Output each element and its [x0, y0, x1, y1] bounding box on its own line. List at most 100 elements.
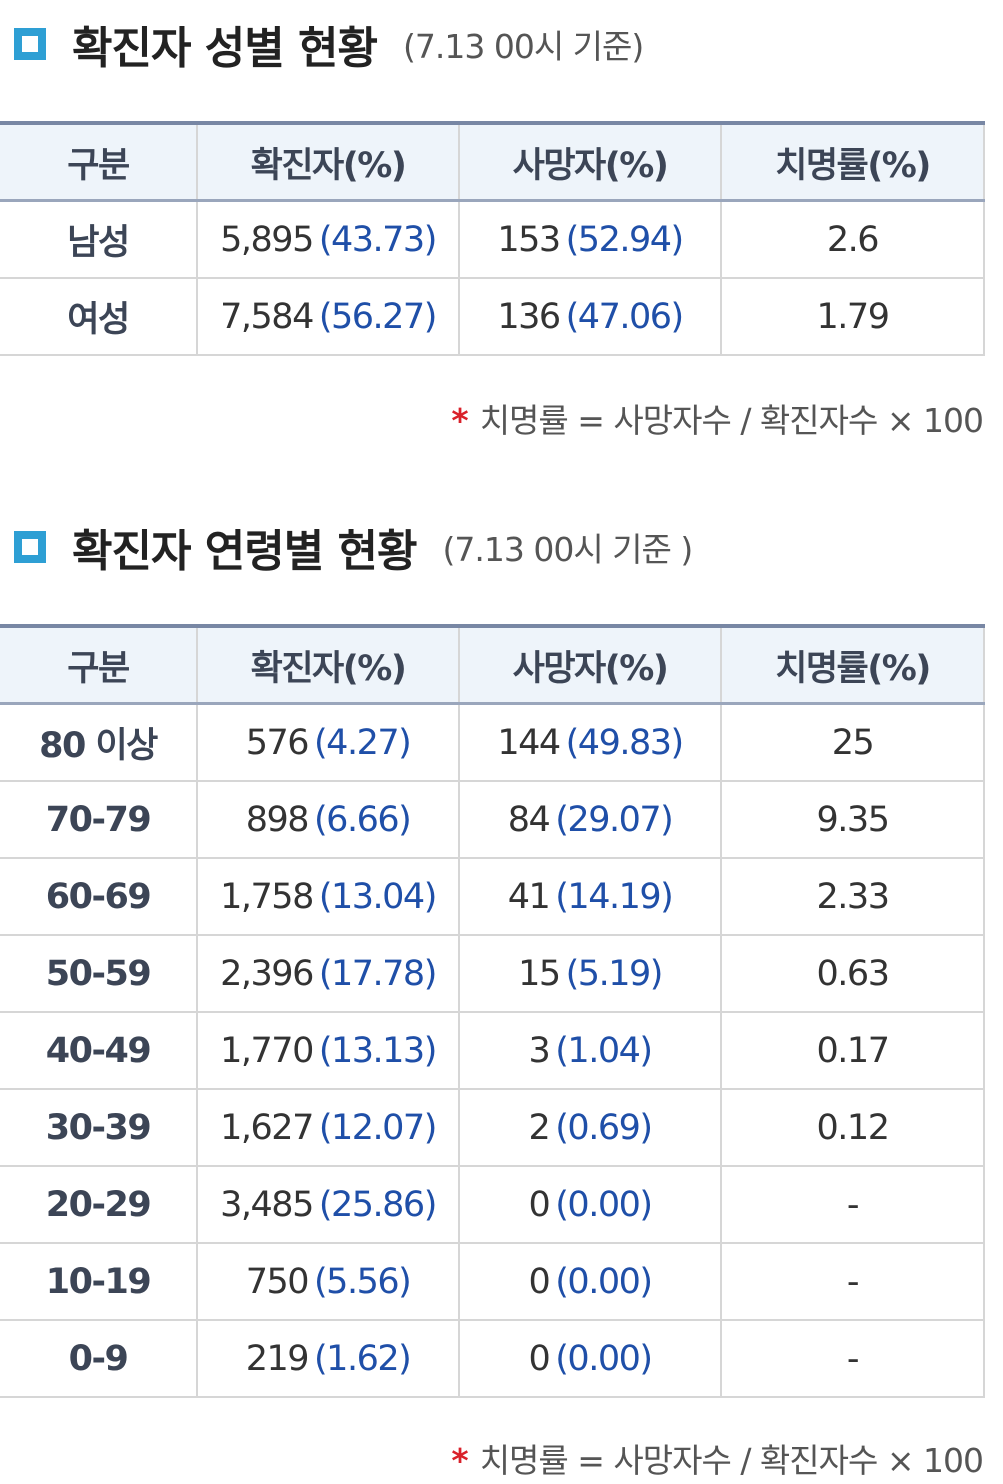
confirmed-count: 5,895 — [220, 219, 314, 260]
row-label: 60-69 — [0, 858, 198, 936]
deaths-cell: 3 (1.04) — [459, 1012, 722, 1090]
deaths-count: 0 — [528, 1338, 550, 1379]
fatality-cell: 0.12 — [721, 1089, 985, 1167]
age-section-title: 확진자 연령별 현황 (7.13 00시 기준 ) — [0, 517, 693, 577]
fatality-cell: - — [721, 1166, 985, 1244]
deaths-percent: (0.00) — [555, 1261, 653, 1302]
deaths-cell: 84 (29.07) — [459, 781, 722, 859]
column-header-fatality: 치명률(%) — [721, 121, 985, 202]
deaths-percent: (29.07) — [555, 799, 674, 840]
gender-footnote: * 치명률 = 사망자수 / 확진자수 × 100 — [451, 394, 984, 442]
confirmed-cell: 7,584 (56.27) — [197, 278, 460, 356]
column-header-confirmed: 확진자(%) — [197, 624, 460, 705]
confirmed-percent: (56.27) — [318, 296, 438, 337]
footnote-text: 치명률 = 사망자수 / 확진자수 × 100 — [479, 401, 984, 440]
deaths-count: 84 — [507, 799, 551, 840]
confirmed-count: 1,770 — [220, 1030, 314, 1071]
gender-section-title: 확진자 성별 현황 (7.13 00시 기준) — [0, 14, 644, 74]
age-table-header: 구분 확진자(%) 사망자(%) 치명률(%) — [0, 624, 985, 705]
footnote-asterisk: * — [451, 1441, 468, 1480]
deaths-cell: 153 (52.94) — [459, 200, 722, 279]
deaths-percent: (47.06) — [565, 296, 685, 337]
confirmed-cell: 2,396 (17.78) — [197, 935, 460, 1013]
deaths-count: 144 — [497, 722, 561, 763]
age-subtitle: (7.13 00시 기준 ) — [442, 530, 693, 569]
column-header-fatality: 치명률(%) — [721, 624, 985, 705]
confirmed-percent: (5.56) — [314, 1261, 412, 1302]
confirmed-count: 1,758 — [220, 876, 314, 917]
row-label: 남성 — [0, 200, 198, 279]
deaths-percent: (0.00) — [555, 1184, 653, 1225]
confirmed-count: 7,584 — [220, 296, 314, 337]
table-row: 30-39 1,627 (12.07) 2 (0.69) 0.12 — [0, 1089, 985, 1167]
table-row: 10-19 750 (5.56) 0 (0.00) - — [0, 1243, 985, 1321]
square-outline-icon — [14, 531, 46, 563]
deaths-cell: 0 (0.00) — [459, 1243, 722, 1321]
confirmed-percent: (43.73) — [318, 219, 438, 260]
fatality-cell: 2.6 — [721, 200, 985, 279]
confirmed-cell: 898 (6.66) — [197, 781, 460, 859]
table-row: 50-59 2,396 (17.78) 15 (5.19) 0.63 — [0, 935, 985, 1013]
deaths-percent: (52.94) — [565, 219, 685, 260]
footnote-text: 치명률 = 사망자수 / 확진자수 × 100 — [479, 1441, 984, 1480]
age-table: 구분 확진자(%) 사망자(%) 치명률(%) 80 이상 576 (4.27) … — [0, 624, 985, 1398]
deaths-count: 136 — [497, 296, 561, 337]
confirmed-cell: 750 (5.56) — [197, 1243, 460, 1321]
fatality-cell: 0.17 — [721, 1012, 985, 1090]
confirmed-count: 219 — [245, 1338, 310, 1379]
table-row: 70-79 898 (6.66) 84 (29.07) 9.35 — [0, 781, 985, 859]
column-header-deaths: 사망자(%) — [459, 624, 722, 705]
age-footnote: * 치명률 = 사망자수 / 확진자수 × 100 — [451, 1434, 984, 1482]
row-label: 40-49 — [0, 1012, 198, 1090]
confirmed-percent: (1.62) — [314, 1338, 412, 1379]
table-row: 0-9 219 (1.62) 0 (0.00) - — [0, 1320, 985, 1398]
fatality-cell: 2.33 — [721, 858, 985, 936]
deaths-count: 153 — [497, 219, 561, 260]
gender-table: 구분 확진자(%) 사망자(%) 치명률(%) 남성 5,895 (43.73) … — [0, 121, 985, 356]
deaths-percent: (1.04) — [555, 1030, 653, 1071]
confirmed-count: 2,396 — [220, 953, 314, 994]
gender-subtitle: (7.13 00시 기준) — [403, 27, 644, 66]
deaths-percent: (0.00) — [555, 1338, 653, 1379]
row-label: 여성 — [0, 278, 198, 356]
column-header-confirmed: 확진자(%) — [197, 121, 460, 202]
deaths-count: 2 — [528, 1107, 550, 1148]
deaths-count: 15 — [518, 953, 561, 994]
deaths-cell: 136 (47.06) — [459, 278, 722, 356]
deaths-percent: (14.19) — [555, 876, 674, 917]
row-label: 70-79 — [0, 781, 198, 859]
confirmed-cell: 219 (1.62) — [197, 1320, 460, 1398]
deaths-percent: (49.83) — [565, 722, 685, 763]
confirmed-percent: (25.86) — [318, 1184, 438, 1225]
confirmed-count: 1,627 — [220, 1107, 314, 1148]
confirmed-cell: 1,770 (13.13) — [197, 1012, 460, 1090]
deaths-cell: 144 (49.83) — [459, 703, 722, 782]
deaths-cell: 15 (5.19) — [459, 935, 722, 1013]
confirmed-cell: 1,627 (12.07) — [197, 1089, 460, 1167]
confirmed-cell: 5,895 (43.73) — [197, 200, 460, 279]
fatality-cell: - — [721, 1320, 985, 1398]
confirmed-cell: 576 (4.27) — [197, 703, 460, 782]
deaths-count: 0 — [528, 1184, 550, 1225]
fatality-cell: 9.35 — [721, 781, 985, 859]
deaths-percent: (0.69) — [555, 1107, 653, 1148]
confirmed-count: 3,485 — [220, 1184, 314, 1225]
confirmed-percent: (13.13) — [318, 1030, 438, 1071]
confirmed-count: 576 — [245, 722, 310, 763]
table-row: 여성 7,584 (56.27) 136 (47.06) 1.79 — [0, 278, 985, 356]
fatality-cell: - — [721, 1243, 985, 1321]
gender-title: 확진자 성별 현황 — [72, 23, 378, 74]
confirmed-count: 750 — [245, 1261, 310, 1302]
deaths-count: 3 — [528, 1030, 550, 1071]
footnote-asterisk: * — [451, 401, 468, 440]
fatality-cell: 0.63 — [721, 935, 985, 1013]
confirmed-percent: (13.04) — [318, 876, 438, 917]
fatality-cell: 25 — [721, 703, 985, 782]
deaths-cell: 2 (0.69) — [459, 1089, 722, 1167]
table-row: 20-29 3,485 (25.86) 0 (0.00) - — [0, 1166, 985, 1244]
gender-table-header: 구분 확진자(%) 사망자(%) 치명률(%) — [0, 121, 985, 202]
row-label: 0-9 — [0, 1320, 198, 1398]
row-label: 30-39 — [0, 1089, 198, 1167]
deaths-cell: 0 (0.00) — [459, 1166, 722, 1244]
square-outline-icon — [14, 28, 46, 60]
